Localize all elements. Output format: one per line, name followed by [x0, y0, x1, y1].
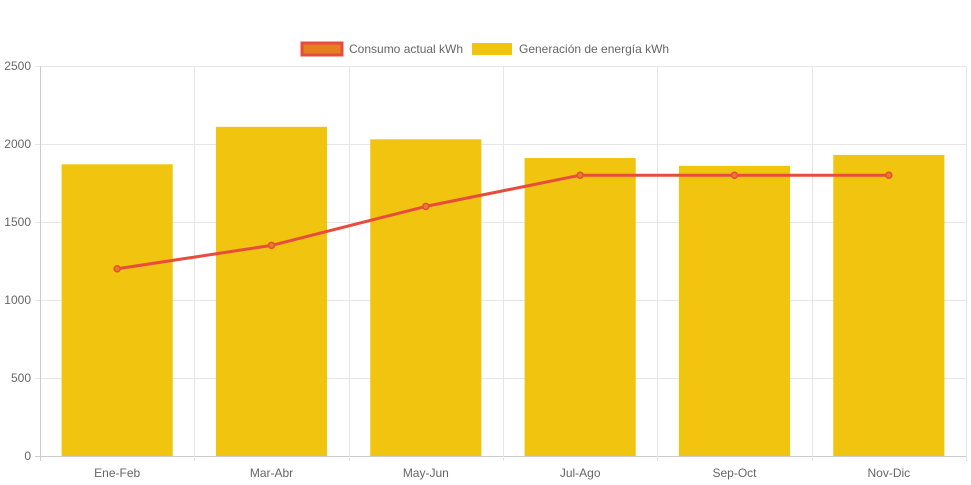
legend: Consumo actual kWh Generación de energía …	[300, 41, 669, 57]
x-tick-label: Ene-Feb	[94, 466, 140, 480]
line-series-path	[116, 173, 889, 271]
axes: 0 500 1000 1500 2000 2500 Ene-Feb Mar-Abr May-Ju…	[4, 59, 910, 480]
line-point	[113, 265, 121, 273]
line-point	[576, 171, 584, 179]
bar	[370, 139, 482, 456]
y-tick-label: 1000	[4, 293, 31, 307]
bar	[524, 158, 636, 457]
x-tick-label: Sep-Oct	[712, 466, 757, 480]
y-tick-label: 2000	[4, 137, 31, 151]
x-tick-label: Mar-Abr	[250, 466, 293, 480]
bar-series	[61, 126, 945, 457]
y-tick-label: 1500	[4, 215, 31, 229]
line-point	[730, 171, 739, 179]
grid-lines	[35, 66, 967, 461]
y-tick-label: 0	[24, 449, 31, 463]
legend-label-generacion: Generación de energía kWh	[519, 42, 669, 56]
bar	[61, 164, 173, 456]
bar	[678, 165, 791, 456]
legend-label-consumo: Consumo actual kWh	[349, 42, 463, 56]
y-tick-label: 2500	[4, 59, 31, 73]
x-tick-label: Nov-Dic	[867, 466, 910, 480]
bar	[833, 154, 945, 457]
y-tick-label: 500	[11, 371, 31, 385]
line-point	[422, 202, 430, 211]
line-point	[267, 241, 276, 250]
legend-swatch-generacion	[472, 43, 512, 55]
x-tick-label: May-Jun	[403, 466, 449, 480]
x-tick-label: Jul-Ago	[560, 466, 601, 480]
line-point	[885, 171, 893, 179]
bar	[215, 126, 328, 456]
line-series	[113, 171, 893, 273]
legend-swatch-consumo	[300, 41, 344, 57]
